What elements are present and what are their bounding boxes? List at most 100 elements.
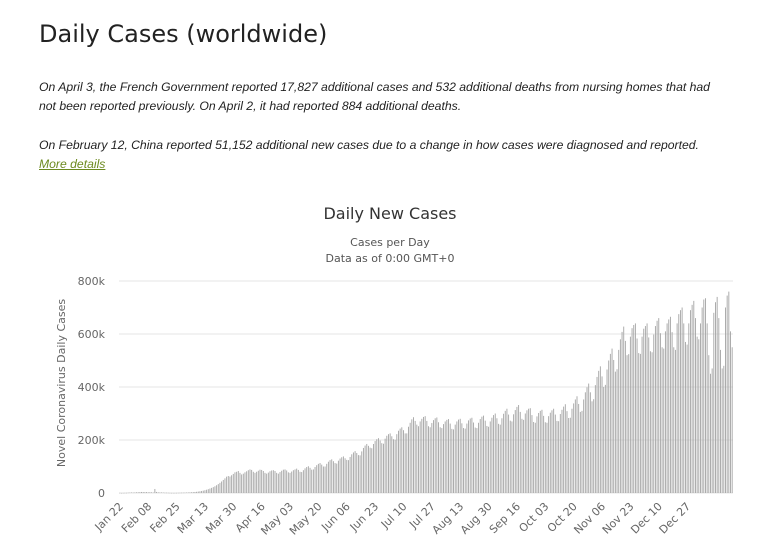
bar (711, 368, 713, 493)
bar (191, 492, 193, 493)
bar (710, 373, 711, 493)
bar (171, 492, 173, 494)
bar (429, 427, 431, 493)
bar (391, 436, 393, 493)
bar (508, 414, 510, 493)
bar (249, 469, 251, 493)
bar (621, 331, 623, 493)
bar (136, 492, 137, 493)
bar (689, 310, 691, 493)
bar (626, 355, 628, 493)
bar (703, 299, 705, 493)
bar (197, 491, 199, 493)
bar (187, 492, 189, 493)
x-tick-label: Feb 08 (119, 500, 154, 535)
bar (478, 422, 480, 493)
bar (578, 403, 580, 493)
bar (211, 487, 213, 493)
bar (396, 434, 398, 493)
bar (186, 492, 188, 494)
bar (443, 424, 444, 493)
page-title: Daily Cases (worldwide) (39, 20, 328, 48)
bar (423, 416, 424, 493)
bar (304, 468, 306, 493)
bar (544, 422, 546, 493)
bar (382, 443, 384, 493)
bar (534, 422, 536, 493)
bar (539, 410, 541, 493)
bar (679, 310, 681, 493)
bar (179, 492, 181, 494)
bar (267, 472, 269, 493)
bar (226, 476, 228, 493)
bar (166, 492, 168, 494)
bar (568, 418, 570, 493)
bar (483, 415, 485, 493)
bar (337, 460, 339, 493)
bar (494, 413, 496, 493)
bar (469, 418, 471, 493)
bar (701, 307, 703, 493)
bar (556, 420, 558, 493)
bar (414, 420, 416, 493)
bar (403, 430, 404, 493)
bar (533, 421, 535, 493)
bar (613, 359, 615, 493)
bar (586, 387, 588, 493)
bar (618, 349, 620, 493)
x-tick-label: Mar 30 (203, 500, 239, 536)
x-tick-label: Jun 06 (318, 500, 352, 534)
bar (281, 470, 283, 493)
bar (433, 420, 434, 494)
bar (342, 456, 344, 493)
bar (634, 323, 636, 493)
bar (409, 422, 411, 493)
bar (594, 385, 596, 493)
bar (673, 347, 675, 493)
bar (654, 326, 656, 493)
bar (282, 469, 284, 493)
bar (453, 429, 454, 493)
bar (661, 347, 663, 493)
bar (489, 421, 491, 493)
bar (553, 408, 555, 493)
bar (656, 320, 658, 493)
bar (725, 307, 726, 493)
bar (332, 461, 334, 493)
bar (339, 458, 341, 493)
bar (122, 492, 124, 494)
bar (206, 489, 208, 493)
bar (479, 419, 481, 493)
bar (256, 471, 258, 493)
bar (199, 491, 201, 493)
bar (336, 463, 338, 493)
bar (279, 472, 281, 493)
bar (146, 492, 147, 493)
bar (344, 458, 346, 493)
bar (321, 464, 323, 493)
bar (157, 492, 159, 493)
bar (292, 470, 294, 493)
bar (624, 340, 626, 493)
bar (636, 338, 638, 493)
bar (700, 323, 701, 493)
bar (366, 443, 368, 493)
bar (172, 492, 174, 494)
x-tick-label: Dec 27 (657, 500, 694, 537)
bar (583, 399, 585, 493)
bar (683, 323, 685, 493)
note-china-text: On February 12, China reported 51,152 ad… (39, 138, 699, 152)
bar (564, 404, 566, 493)
bar (628, 354, 630, 493)
bar (271, 470, 273, 493)
bar (561, 409, 563, 493)
bar (241, 474, 243, 493)
bar (424, 416, 426, 493)
bar (347, 460, 349, 493)
bar (543, 415, 545, 493)
bar (669, 316, 671, 493)
more-details-link[interactable]: More details (39, 157, 106, 171)
bar (501, 418, 503, 493)
bar (129, 492, 131, 494)
bar (623, 326, 625, 493)
